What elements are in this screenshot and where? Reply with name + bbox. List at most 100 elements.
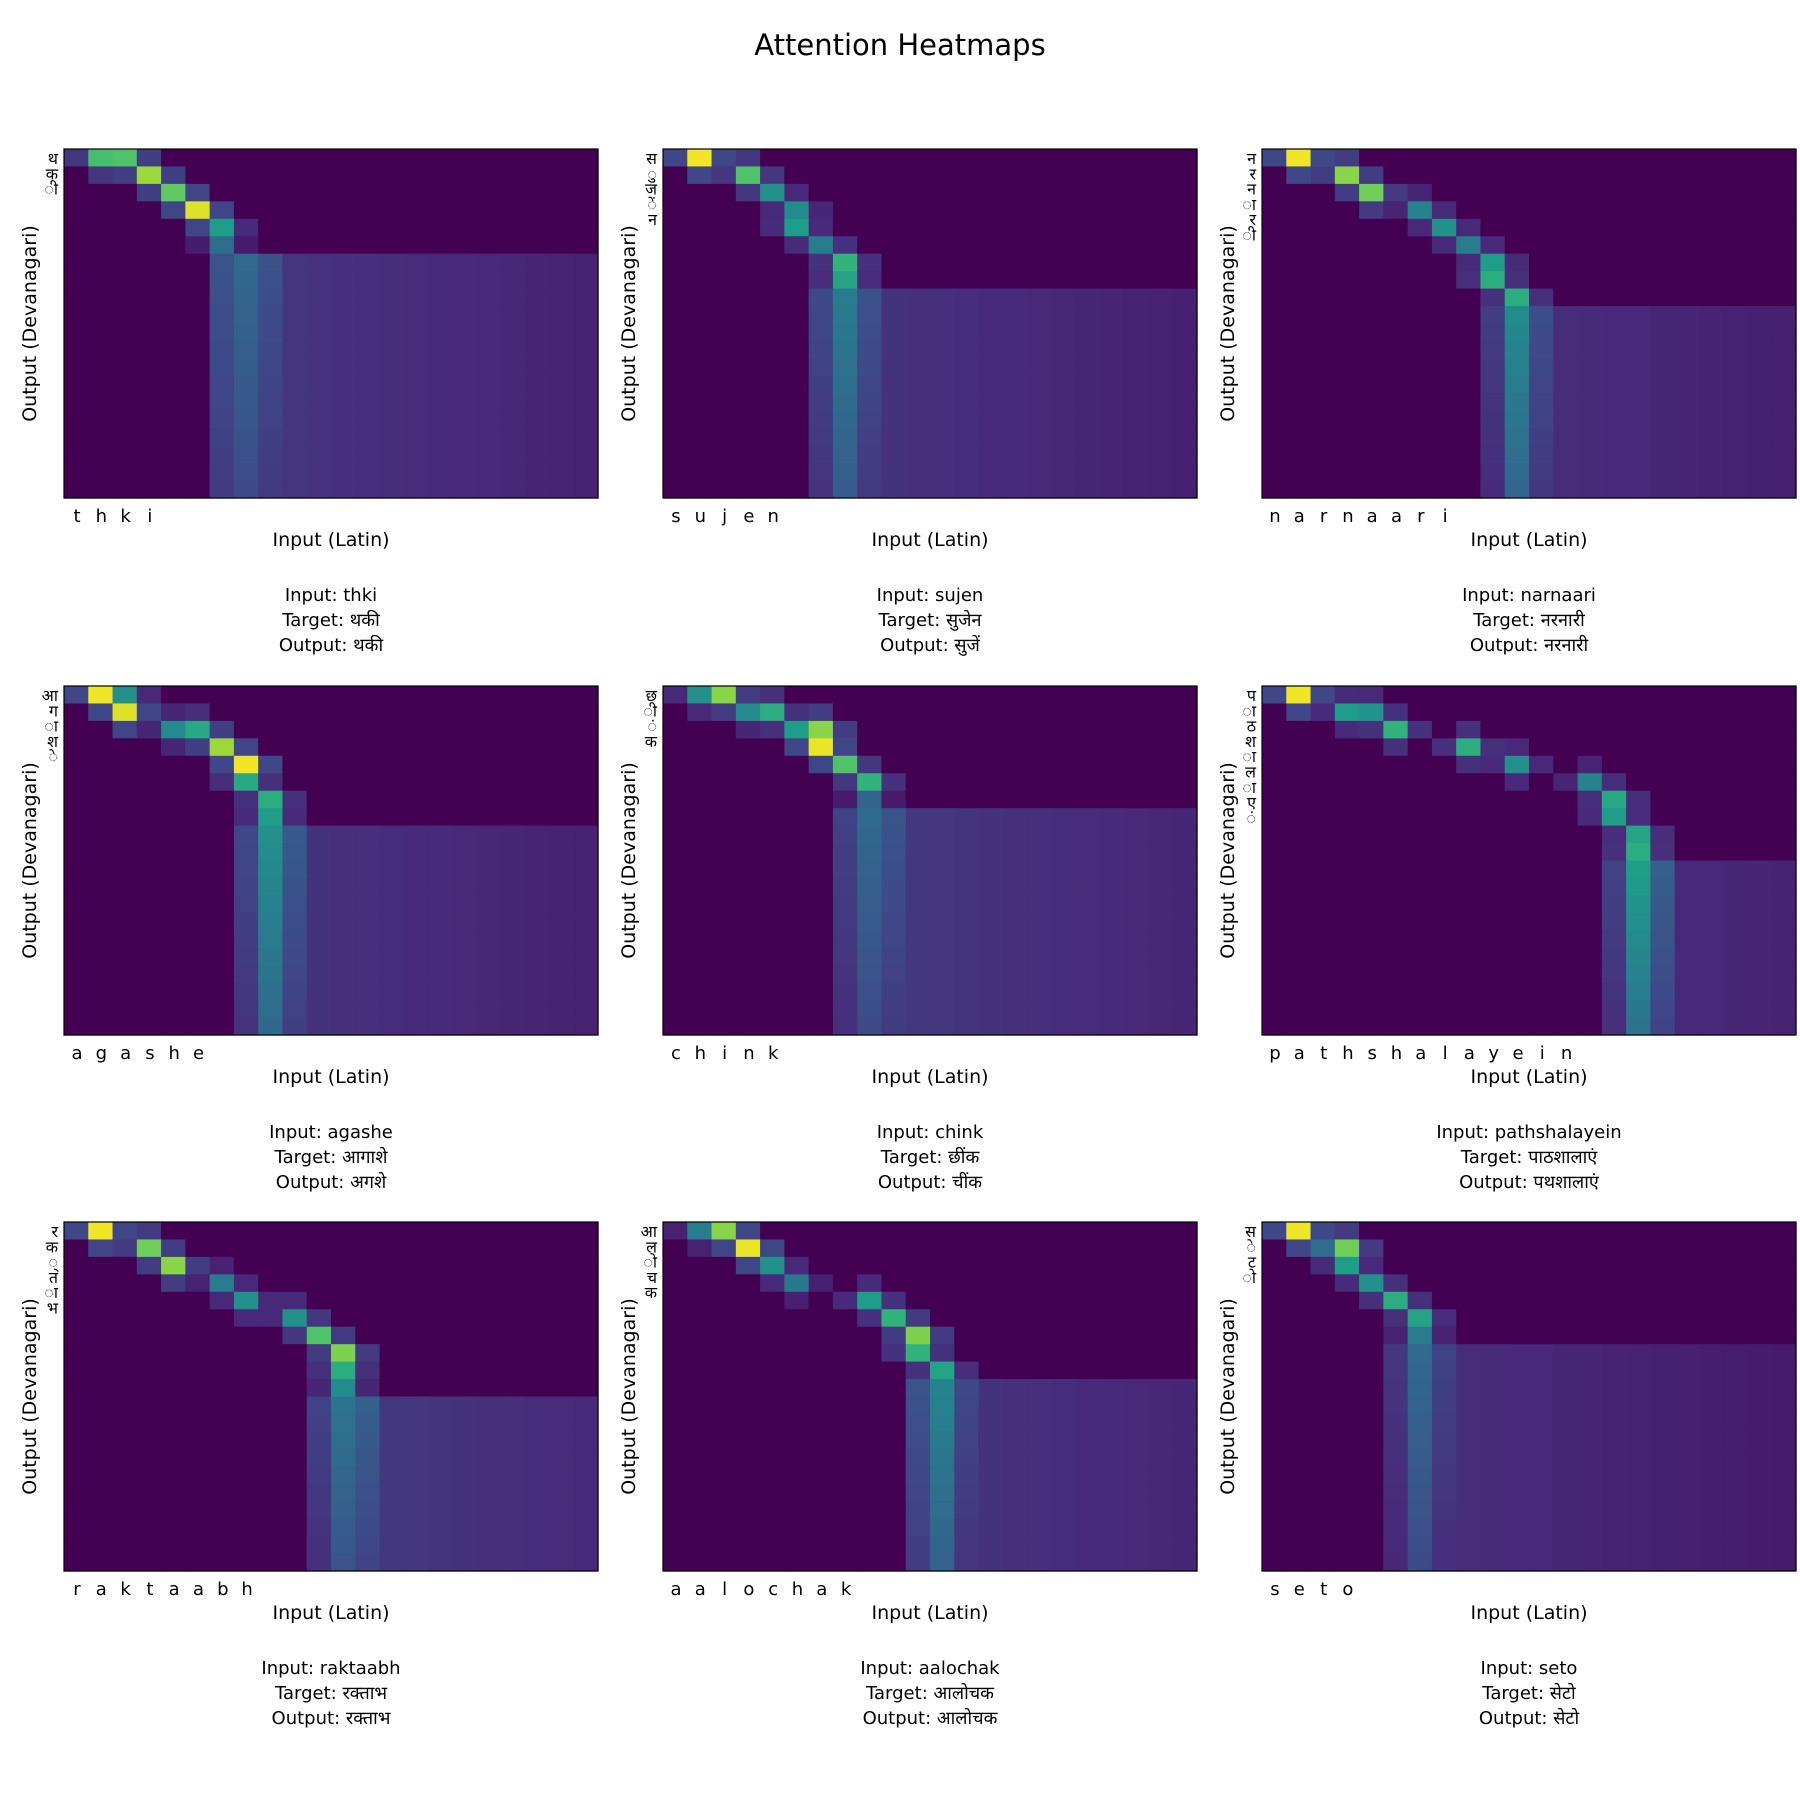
caption-output: Output: थकी	[279, 634, 384, 656]
heatmap-cell	[258, 982, 284, 1001]
heatmap-cell	[1002, 1553, 1028, 1572]
heatmap-cell	[711, 410, 737, 429]
heatmap-cell	[881, 703, 907, 722]
heatmap-cell	[1723, 808, 1749, 827]
heatmap-cell	[258, 1536, 284, 1555]
heatmap-cell	[808, 1501, 834, 1520]
heatmap-cell	[1124, 1017, 1150, 1036]
heatmap-cell	[1480, 1518, 1506, 1537]
heatmap-cell	[881, 253, 907, 272]
heatmap-cell	[1626, 288, 1651, 307]
heatmap-cell	[978, 720, 1004, 739]
heatmap-cell	[1002, 1000, 1028, 1019]
heatmap-cell	[1148, 1256, 1174, 1275]
heatmap-cell	[1286, 1379, 1312, 1398]
heatmap-cell	[1504, 253, 1530, 272]
heatmap-cell	[905, 183, 931, 202]
heatmap-cell	[233, 720, 259, 739]
heatmap-cell	[88, 1344, 114, 1363]
x-tick-label: r	[73, 1579, 81, 1600]
heatmap-cell	[1650, 982, 1676, 1001]
heatmap-cell	[1051, 288, 1077, 307]
heatmap-cell	[735, 358, 761, 377]
heatmap-cell	[1650, 686, 1676, 705]
heatmap-cell	[808, 703, 834, 722]
heatmap-cell	[64, 843, 89, 862]
heatmap-cell	[832, 1326, 858, 1345]
heatmap-cell	[832, 1501, 858, 1520]
heatmap-cell	[355, 1536, 381, 1555]
heatmap-cell	[1051, 1291, 1077, 1310]
heatmap-cell	[1771, 1361, 1797, 1380]
heatmap-cell	[954, 340, 980, 359]
heatmap-cell	[1027, 1466, 1052, 1485]
heatmap-cell	[233, 201, 259, 220]
heatmap-cell	[1002, 1222, 1028, 1241]
heatmap-cell	[808, 340, 834, 359]
heatmap-cell	[306, 1466, 332, 1485]
heatmap-cell	[978, 877, 1004, 896]
heatmap-cell	[161, 1361, 186, 1380]
heatmap-cell	[209, 877, 235, 896]
heatmap-cell	[1075, 843, 1101, 862]
heatmap-cell	[573, 1501, 599, 1520]
heatmap-cell	[1027, 1017, 1052, 1036]
heatmap-cell	[954, 773, 980, 792]
heatmap-cell	[1771, 393, 1797, 412]
heatmap-cell	[549, 149, 575, 168]
heatmap-cell	[64, 703, 89, 722]
heatmap-cell	[1601, 1000, 1627, 1019]
x-axis-label: Input (Latin)	[272, 529, 389, 551]
heatmap-cell	[331, 1222, 356, 1241]
heatmap-cell	[978, 410, 1004, 429]
heatmap-cell	[379, 183, 405, 202]
heatmap-cell	[1310, 877, 1336, 896]
heatmap-cell	[1626, 1291, 1651, 1310]
heatmap-cell	[1529, 1483, 1554, 1502]
heatmap-cell	[476, 183, 502, 202]
heatmap-cell	[930, 1017, 955, 1036]
x-tick-label: a	[120, 1043, 131, 1064]
heatmap-cell	[760, 825, 785, 844]
heatmap-cell	[500, 358, 526, 377]
heatmap-cell	[88, 1239, 114, 1258]
heatmap-cell	[784, 1326, 810, 1345]
heatmap-cell	[978, 703, 1004, 722]
heatmap-cell	[1148, 895, 1174, 914]
heatmap-cell	[1504, 703, 1530, 722]
heatmap-cell	[306, 1483, 332, 1502]
x-tick-label: s	[671, 506, 680, 527]
heatmap-cell	[306, 428, 332, 447]
heatmap-cell	[88, 463, 114, 482]
heatmap-cell	[88, 393, 114, 412]
heatmap-cell	[136, 843, 162, 862]
heatmap-cell	[1099, 1344, 1125, 1363]
heatmap-cell	[1723, 1518, 1749, 1537]
heatmap-cell	[1431, 982, 1457, 1001]
heatmap-cell	[1650, 480, 1676, 499]
heatmap-cell	[1650, 1344, 1676, 1363]
heatmap-cell	[306, 1361, 332, 1380]
heatmap-cell	[1747, 808, 1773, 827]
heatmap-cell	[428, 1017, 453, 1036]
heatmap-cell	[1262, 1536, 1287, 1555]
heatmap-cell	[1124, 1518, 1150, 1537]
heatmap-cell	[282, 1466, 308, 1485]
heatmap-cell	[500, 1431, 526, 1450]
heatmap-cell	[1601, 201, 1627, 220]
heatmap-cell	[1148, 1448, 1174, 1467]
caption-output: Output: आलोचक	[863, 1707, 999, 1729]
x-tick-label: t	[146, 1579, 153, 1600]
heatmap-cell	[1747, 1344, 1773, 1363]
heatmap-cell	[185, 965, 211, 984]
heatmap-cell	[331, 288, 356, 307]
heatmap-cell	[185, 1256, 211, 1275]
heatmap-cell	[1286, 166, 1312, 185]
heatmap-cell	[209, 1466, 235, 1485]
heatmap-cell	[428, 410, 453, 429]
heatmap-cell	[905, 1553, 931, 1572]
heatmap-cell	[88, 1326, 114, 1345]
heatmap-cell	[1674, 755, 1700, 774]
heatmap-cell	[930, 965, 955, 984]
